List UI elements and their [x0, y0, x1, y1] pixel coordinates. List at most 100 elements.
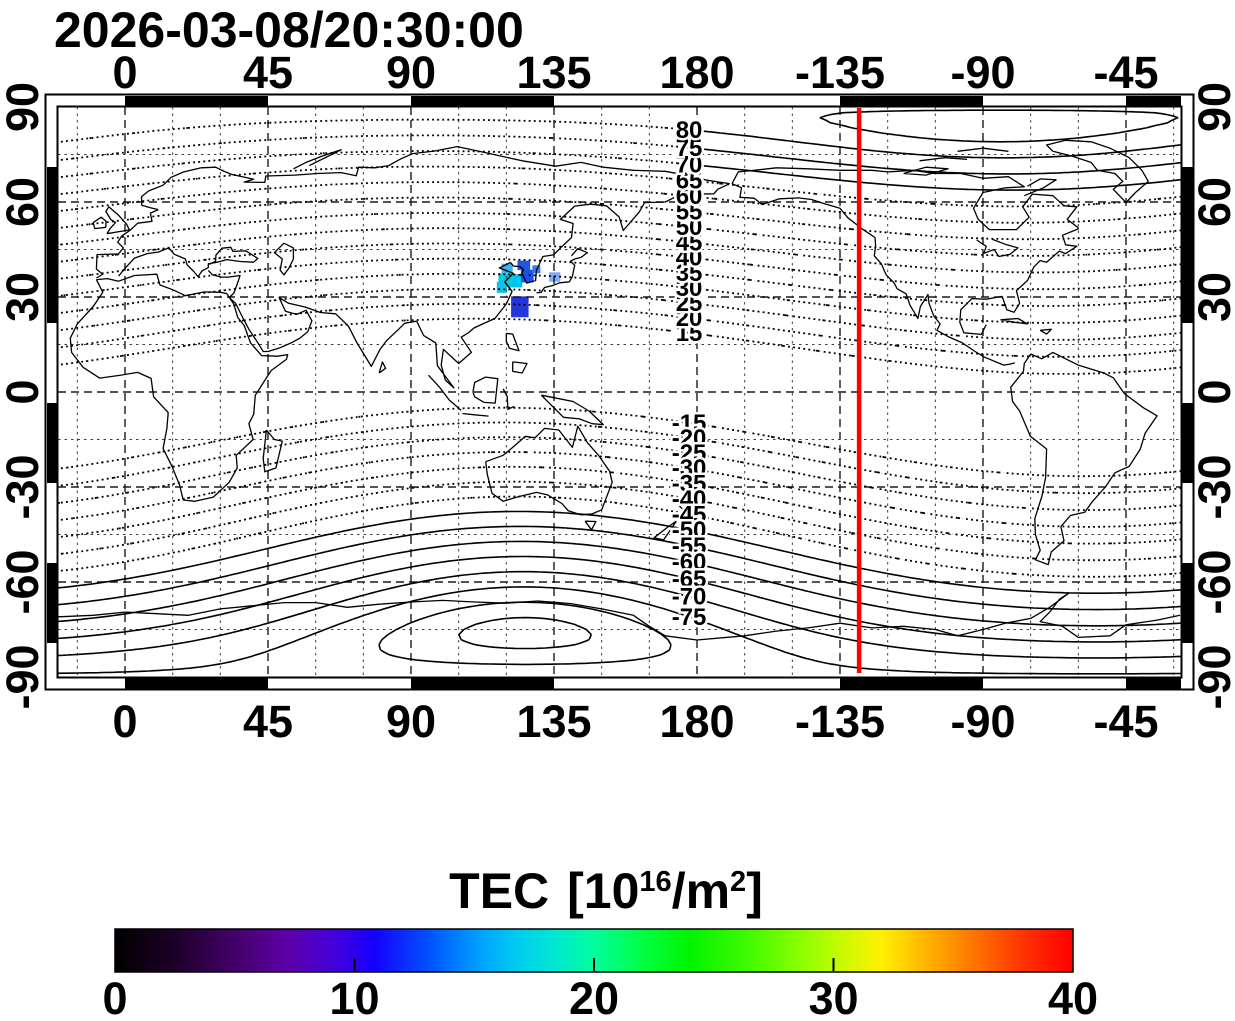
contour-label: 55: [676, 199, 703, 226]
lon-tick-label-top: -45: [1093, 47, 1158, 98]
tec-patch-cell: [517, 260, 531, 271]
map-frame-border: [44, 93, 1195, 691]
contour-label: -55: [672, 533, 707, 560]
contour-label: 20: [676, 305, 703, 332]
longitude-axis-bottom: 0 45 90 135 180 -135 -90 -45: [112, 696, 1158, 747]
contour-label: 35: [676, 260, 703, 287]
contour-label: 45: [676, 229, 703, 256]
contour-label: 70: [676, 151, 703, 178]
frame-band-left: [47, 167, 58, 323]
frame-band-bottom: [411, 678, 554, 689]
frame-band-bottom: [840, 678, 983, 689]
frame-band-left: [47, 403, 58, 483]
frame-band-top: [840, 96, 983, 107]
lon-tick-label-top: -90: [950, 47, 1015, 98]
contour-label: -40: [672, 486, 707, 513]
frame-band-right: [1182, 563, 1193, 643]
graticule-grid: [58, 107, 1181, 677]
tec-patch-cell: [496, 281, 507, 293]
frame-band-bottom: [1126, 678, 1181, 689]
lon-tick-label-top: -135: [795, 47, 885, 98]
colorbar-tick-label: 0: [102, 973, 127, 1021]
contour-label: 25: [676, 290, 703, 317]
frame-band-top: [1126, 96, 1181, 107]
contour-label: 60: [676, 183, 703, 210]
frame-inner-line: [56, 105, 1183, 679]
lat-tick-label-left: 0: [0, 379, 48, 404]
lon-tick-label-bottom: 90: [386, 696, 436, 747]
lon-tick-label-bottom: 180: [659, 696, 734, 747]
colorbar-title: TEC [1016/m2]: [449, 863, 763, 919]
lon-tick-label-top: 90: [386, 47, 436, 98]
contour-dotted-path: [58, 118, 1181, 578]
tec-patch-cell: [512, 274, 523, 288]
latitude-axis-right: 90 60 30 0 -30 -60 -90: [1189, 82, 1235, 710]
lat-tick-label-right: 60: [1189, 177, 1235, 227]
lon-tick-label-bottom: 0: [112, 696, 137, 747]
colorbar-tick-label: 40: [1048, 973, 1098, 1021]
lon-tick-label-top: 0: [112, 47, 137, 98]
colorbar-tick-label: 30: [808, 973, 858, 1021]
lon-tick-label-top: 180: [659, 47, 734, 98]
frame-outer-line: [44, 93, 1195, 691]
contour-label: -45: [672, 501, 707, 528]
lat-tick-label-left: 60: [0, 177, 48, 227]
contour-label: -15: [672, 410, 707, 437]
contour-label: -25: [672, 440, 707, 467]
frame-band-bottom: [125, 678, 268, 689]
lat-tick-label-left: -30: [0, 454, 48, 519]
contour-label: 65: [676, 167, 703, 194]
frame-band-right: [1182, 167, 1193, 323]
contour-label: 30: [676, 275, 703, 302]
longitude-axis-top: 0 45 90 135 180 -135 -90 -45: [112, 47, 1158, 98]
lat-tick-label-left: 30: [0, 272, 48, 322]
lat-tick-label-right: 30: [1189, 272, 1235, 322]
latitude-axis-left: 90 60 30 0 -30 -60 -90: [0, 82, 48, 710]
contour-solid-path: [58, 109, 1181, 675]
contour-label: -50: [672, 517, 707, 544]
lat-tick-label-right: -90: [1189, 644, 1235, 709]
lon-tick-label-bottom: 45: [243, 696, 293, 747]
tec-patch-cell: [511, 296, 529, 318]
contour-label: -35: [672, 470, 707, 497]
lat-tick-label-right: 0: [1189, 379, 1235, 404]
contour-label: -65: [672, 566, 707, 593]
lon-tick-label-bottom: 135: [516, 696, 591, 747]
colorbar-tick-label: 10: [329, 973, 379, 1021]
lat-tick-label-right: -60: [1189, 549, 1235, 614]
tec-patch-cell: [501, 263, 513, 274]
tec-color-patches: [496, 260, 561, 318]
colorbar-ticks: 0 10 20 30 40: [102, 958, 1098, 1021]
contour-label: -20: [672, 425, 707, 452]
contour-label: -30: [672, 455, 707, 482]
magnetic-latitude-contours: [58, 109, 1181, 675]
colorbar-tick-label: 20: [569, 973, 619, 1021]
lat-tick-label-left: -60: [0, 549, 48, 614]
lon-tick-label-top: 45: [243, 47, 293, 98]
plot-title-datetime: 2026-03-08/20:30:00: [54, 2, 524, 58]
lon-tick-label-top: 135: [516, 47, 591, 98]
contour-label: 50: [676, 214, 703, 241]
lat-tick-label-right: -30: [1189, 454, 1235, 519]
lat-tick-label-left: -90: [0, 644, 48, 709]
lat-tick-label-right: 90: [1189, 82, 1235, 132]
frame-band-top: [125, 96, 268, 107]
frame-band-top: [411, 96, 554, 107]
contour-label: 40: [676, 245, 703, 272]
frame-band-left: [47, 563, 58, 643]
contour-label: 75: [676, 135, 703, 162]
frame-band-right: [1182, 403, 1193, 483]
lat-tick-label-left: 90: [0, 82, 48, 132]
lon-tick-label-bottom: -135: [795, 696, 885, 747]
contour-label: 80: [676, 117, 703, 144]
contour-label: -70: [672, 584, 707, 611]
contour-label: -75: [672, 604, 707, 631]
lon-tick-label-bottom: -90: [950, 696, 1015, 747]
contour-label: -60: [672, 549, 707, 576]
lon-tick-label-bottom: -45: [1093, 696, 1158, 747]
